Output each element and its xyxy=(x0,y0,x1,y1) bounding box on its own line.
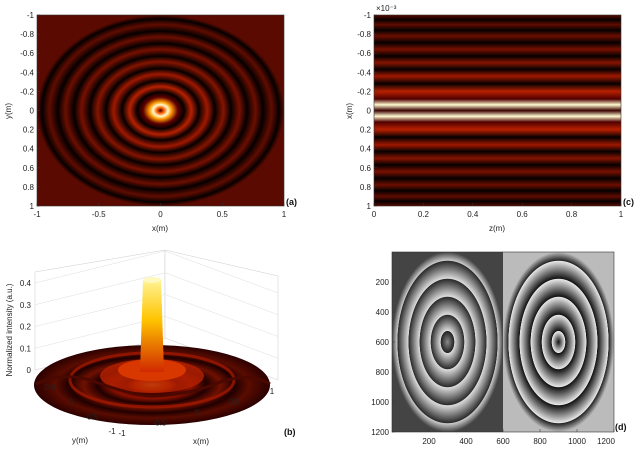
panel-a-xlabel: x(m) xyxy=(152,224,168,233)
panel-a-ytick-label: -0.8 xyxy=(20,30,34,39)
panel-b-gridline xyxy=(164,272,279,315)
panel-c-heatmap xyxy=(374,15,621,206)
panel-b-xtick-label: -0.5 xyxy=(153,419,167,428)
panel-d-right-phase xyxy=(503,252,614,432)
panel-c-xtick-label: 0.2 xyxy=(418,210,430,219)
panel-b-label: (b) xyxy=(284,427,296,437)
panel-b-xtick-label: 1 xyxy=(270,387,275,396)
panel-a-label: (a) xyxy=(286,197,297,207)
panel-c-exponent: ×10⁻³ xyxy=(376,4,397,13)
panel-c-ytick-label: 0 xyxy=(367,107,372,116)
panel-b-xtick-label: -1 xyxy=(118,429,126,438)
panel-a-ytick-label: -1 xyxy=(27,11,35,20)
panel-d-xtick-label: 400 xyxy=(459,437,473,446)
panel-d-ytick-label: 400 xyxy=(376,308,390,317)
panel-c-ytick-label: -0.6 xyxy=(357,49,371,58)
panel-c-label: (c) xyxy=(623,197,634,207)
panel-c-xlabel: z(m) xyxy=(489,224,505,233)
panel-c-xtick-label: 0.4 xyxy=(467,210,479,219)
panel-d-label: (d) xyxy=(615,422,627,432)
panel-b-ztick-label: 0 xyxy=(27,366,32,375)
panel-b-ytick-label: -1 xyxy=(108,427,116,436)
panel-b-x-ticks: -1 -0.5 0 0.5 1 xyxy=(118,387,274,438)
panel-c-xtick-label: 1 xyxy=(619,210,624,219)
panel-d-ytick-label: 1200 xyxy=(371,428,389,437)
panel-b-z-ticks: 0 0.1 0.2 0.3 0.4 xyxy=(20,279,32,375)
panel-a-x-ticks: -1 -0.5 0 0.5 1 xyxy=(33,203,287,219)
panel-a-xtick-label: 0.5 xyxy=(217,210,229,219)
panel-b-xtick-label: 0.5 xyxy=(229,398,241,407)
panel-b-ylabel: y(m) xyxy=(72,436,88,445)
panel-b-ztick-label: 0.3 xyxy=(20,301,32,310)
panel-c-x-ticks: 0 0.2 0.4 0.6 0.8 1 xyxy=(372,203,624,219)
panel-c-ytick-label: 0.2 xyxy=(360,126,372,135)
panel-c-ytick-label: -0.4 xyxy=(357,68,371,77)
panel-c-y-ticks: -1 -0.8 -0.6 -0.4 -0.2 0 0.2 0.4 0.6 0.8 1 xyxy=(357,11,377,211)
panel-c-ytick-label: -1 xyxy=(364,11,372,20)
panel-b-ytick-label: -0.5 xyxy=(84,412,98,421)
panel-d-ytick-label: 600 xyxy=(376,338,390,347)
panel-d-y-ticks: 200 400 600 800 1000 1200 xyxy=(371,278,395,437)
panel-b-xlabel: x(m) xyxy=(193,437,209,446)
panel-a-ytick-label: 0.4 xyxy=(23,145,35,154)
panel-a-ytick-label: 1 xyxy=(30,202,35,211)
panel-c-ytick-label: 0.6 xyxy=(360,164,372,173)
panel-b-ytick-label: 0 xyxy=(68,398,73,407)
panel-c-ylabel: x(m) xyxy=(345,103,354,119)
panel-d-left-phase xyxy=(392,252,503,432)
panel-a-ytick-label: -0.2 xyxy=(20,87,34,96)
panel-d-ytick-label: 200 xyxy=(376,278,390,287)
panel-d: 200 400 600 800 1000 1200 200 400 600 800 1000 120… xyxy=(371,251,627,446)
panel-a-xtick-label: 0 xyxy=(158,210,163,219)
panel-c-ytick-label: 0.8 xyxy=(360,183,372,192)
panel-b-zlabel: Normalized intensity (a.u.) xyxy=(5,283,14,376)
panel-d-x-ticks: 200 400 600 800 1000 1200 xyxy=(422,429,615,446)
panel-a-y-ticks: -1 -0.8 -0.6 -0.4 -0.2 0 0.2 0.4 0.6 0.8 1 xyxy=(20,11,40,211)
panel-d-xtick-label: 600 xyxy=(496,437,510,446)
panel-d-ytick-label: 800 xyxy=(376,368,390,377)
panel-c: -1 -0.8 -0.6 -0.4 -0.2 0 0.2 0.4 0.6 0.8 1 0 0.2 0.4… xyxy=(345,4,634,233)
panel-b-gridline xyxy=(34,272,166,305)
panel-c-xtick-label: 0.6 xyxy=(517,210,529,219)
panel-a-xtick-label: -0.5 xyxy=(92,210,106,219)
panel-b-ytick-label: 0.5 xyxy=(44,383,56,392)
panel-b-xtick-label: 0 xyxy=(195,408,200,417)
panel-c-ytick-label: 1 xyxy=(367,202,372,211)
panel-b-peak-top xyxy=(143,277,161,283)
panel-a-xtick-label: -1 xyxy=(33,210,41,219)
panel-b-ztick-label: 0.4 xyxy=(20,279,32,288)
panel-b-gridline xyxy=(34,250,166,284)
panel-b: 0 0.1 0.2 0.3 0.4 -1 -0.5 0 0.5 1 -1 -0.5 0 0.5 Nor… xyxy=(5,249,296,446)
panel-d-xtick-label: 1000 xyxy=(568,437,586,446)
panel-b-gridline xyxy=(164,294,279,337)
panel-c-xtick-label: 0.8 xyxy=(566,210,578,219)
panel-b-ztick-label: 0.2 xyxy=(20,323,32,332)
panel-b-ripple-outer xyxy=(35,375,271,398)
panel-a-xtick-label: 1 xyxy=(282,210,287,219)
panel-b-y-ticks: -1 -0.5 0 0.5 xyxy=(44,383,116,436)
panel-a-ylabel: y(m) xyxy=(4,103,13,119)
panel-c-ytick-label: -0.8 xyxy=(357,30,371,39)
panel-d-xtick-label: 1200 xyxy=(597,437,615,446)
panel-c-xtick-label: 0 xyxy=(372,210,377,219)
panel-b-gridline xyxy=(164,250,279,294)
panel-a-ytick-label: -0.4 xyxy=(20,68,34,77)
panel-b-gridline xyxy=(164,316,279,359)
panel-a: -1 -0.8 -0.6 -0.4 -0.2 0 0.2 0.4 0.6 0.8 1 -1 -0.5 0… xyxy=(4,11,297,233)
panel-a-ytick-label: 0.6 xyxy=(23,164,35,173)
panel-d-xtick-label: 200 xyxy=(422,437,436,446)
panel-c-ytick-label: -0.2 xyxy=(357,87,371,96)
panel-a-ytick-label: -0.6 xyxy=(20,49,34,58)
panel-a-ytick-label: 0.2 xyxy=(23,126,35,135)
panel-b-peak xyxy=(140,277,164,372)
panel-c-ytick-label: 0.4 xyxy=(360,145,372,154)
panel-a-ytick-label: 0 xyxy=(30,107,35,116)
panel-a-ytick-label: 0.8 xyxy=(23,183,35,192)
panel-d-xtick-label: 800 xyxy=(533,437,547,446)
panel-b-ztick-label: 0.1 xyxy=(20,344,32,353)
panel-d-ytick-label: 1000 xyxy=(371,398,389,407)
panel-a-heatmap xyxy=(37,15,284,206)
